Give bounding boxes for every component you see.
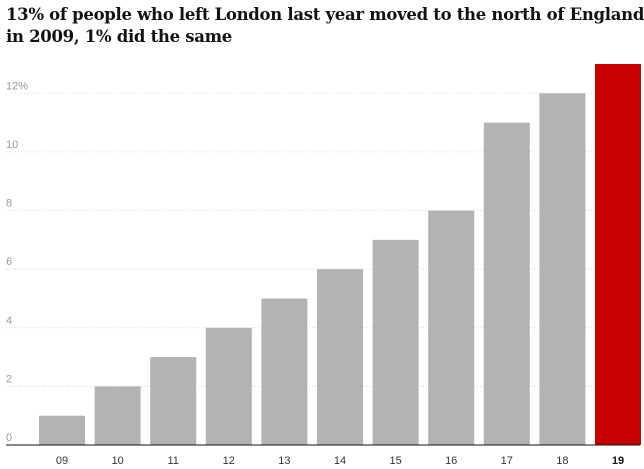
y-tick-label: 6 bbox=[6, 256, 12, 268]
x-tick-label: 19 bbox=[612, 455, 624, 467]
bar bbox=[483, 122, 530, 445]
x-tick-label: 15 bbox=[389, 455, 401, 467]
y-tick-label: 10 bbox=[6, 139, 18, 151]
x-tick-label: 09 bbox=[56, 455, 68, 467]
bar bbox=[317, 269, 363, 445]
y-tick-label: 12% bbox=[6, 80, 28, 92]
y-tick-label: 0 bbox=[6, 432, 12, 444]
chart-title: 13% of people who left London last year … bbox=[6, 4, 644, 48]
x-axis-tick-labels: 09 10 11 12 13 14 15 16 17 18 19 bbox=[56, 455, 624, 467]
x-tick-label: 14 bbox=[334, 455, 346, 467]
bar bbox=[205, 327, 252, 445]
bar bbox=[428, 210, 475, 445]
x-tick-label: 17 bbox=[501, 455, 513, 467]
bar bbox=[94, 386, 141, 445]
bar bbox=[39, 415, 85, 445]
x-tick-label: 13 bbox=[278, 455, 290, 467]
y-tick-label: 8 bbox=[6, 198, 12, 210]
x-tick-label: 12 bbox=[223, 455, 235, 467]
bar bbox=[150, 357, 197, 445]
bar bbox=[539, 93, 586, 446]
x-tick-label: 10 bbox=[111, 455, 123, 467]
y-tick-label: 2 bbox=[6, 373, 12, 385]
bar bbox=[372, 239, 419, 445]
x-tick-label: 11 bbox=[167, 455, 178, 467]
y-axis-tick-labels: 0 2 4 6 8 10 12% bbox=[6, 80, 28, 444]
x-tick-label: 16 bbox=[445, 455, 457, 467]
bar bbox=[261, 298, 308, 445]
y-tick-label: 4 bbox=[6, 315, 12, 327]
x-tick-label: 18 bbox=[556, 455, 568, 467]
chart-title-line-2: in 2009, 1% did the same bbox=[6, 27, 233, 46]
bar-highlight bbox=[595, 64, 641, 445]
bars bbox=[39, 64, 641, 446]
chart-title-line-1: 13% of people who left London last year … bbox=[6, 5, 644, 24]
